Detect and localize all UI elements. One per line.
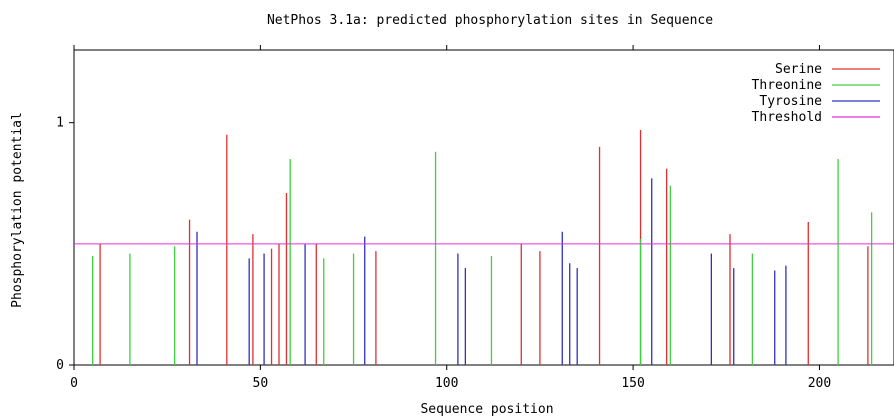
site-bars xyxy=(91,129,873,365)
legend-label-tyrosine: Tyrosine xyxy=(759,94,822,109)
axis-ticks: 0 50 100 150 200 0 1 xyxy=(56,45,831,391)
y-axis-label: Phosphorylation potential xyxy=(10,112,25,308)
legend-label-threshold: Threshold xyxy=(752,110,822,125)
x-tick-label: 200 xyxy=(808,376,831,391)
x-tick-label: 50 xyxy=(253,376,269,391)
legend-label-threonine: Threonine xyxy=(752,78,823,93)
x-tick-label: 0 xyxy=(70,376,78,391)
y-tick-label: 1 xyxy=(56,116,64,131)
legend-label-serine: Serine xyxy=(775,62,822,77)
x-tick-label: 150 xyxy=(621,376,644,391)
x-axis-label: Sequence position xyxy=(420,402,553,417)
y-tick-label: 0 xyxy=(56,358,64,373)
chart-title: NetPhos 3.1a: predicted phosphorylation … xyxy=(267,13,713,28)
x-tick-label: 100 xyxy=(435,376,458,391)
plot-frame xyxy=(73,49,894,366)
